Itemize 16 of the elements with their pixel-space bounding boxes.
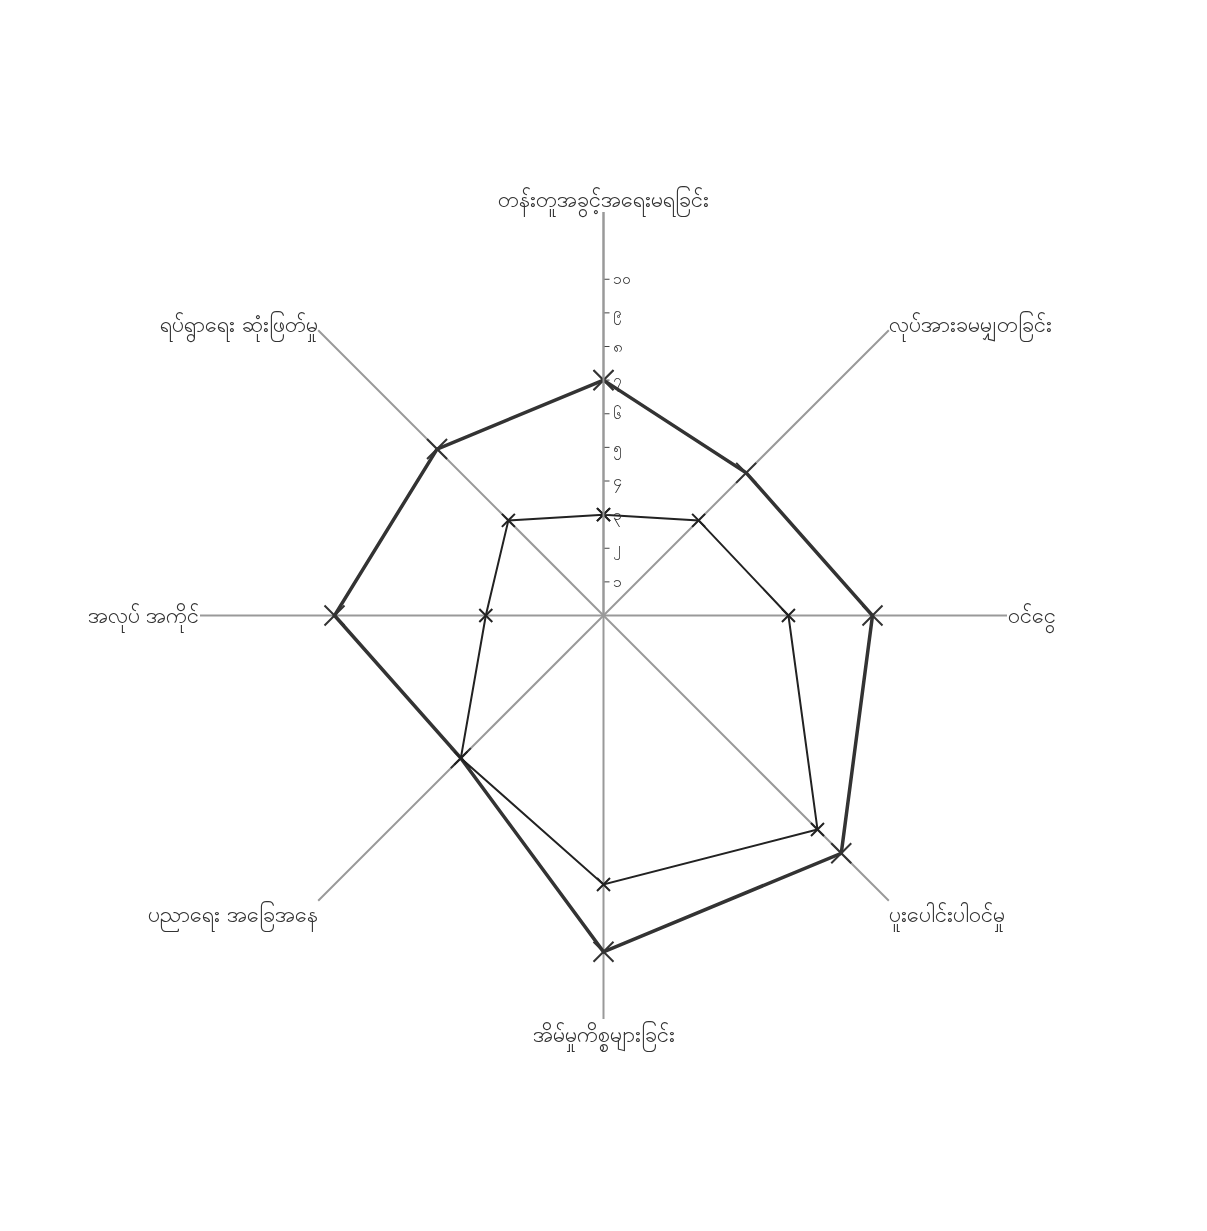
spoke-label: ဝင်ငွေ [1007,603,1056,635]
spoke-label: ရပ်ရွာရေး ဆုံးဖြတ်မှု [159,311,318,344]
y-tick-label: ၁၀ [612,269,631,289]
spoke-label: အိမ်မှုကိစ္စများခြင်း [532,1020,675,1052]
spoke-label: ပူးပေါင်းပါဝင်မှု [889,902,1006,933]
y-tick-label: ၆ [612,403,622,423]
spoke-label: ပညာရေး အခြေအနေ [147,901,318,933]
y-tick-label: ၁ [612,572,622,592]
y-tick-label: ၉ [612,303,622,326]
y-tick-label: ၂ [612,538,621,561]
spoke-label: အလုပ် အကိုင် [87,603,200,634]
spoke-label: လုပ်အားခမမျှတခြင်း [889,311,1053,343]
spoke-label: တန်းတူအခွင့်အရေးမရခြင်း [498,186,709,219]
y-tick-label: ၄ [612,471,622,494]
y-tick-label: ၈ [612,336,623,356]
y-tick-label: ၅ [612,437,622,460]
